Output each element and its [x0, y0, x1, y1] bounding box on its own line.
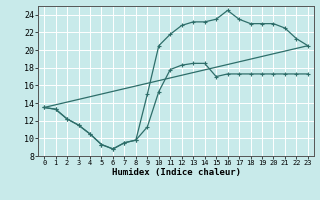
- X-axis label: Humidex (Indice chaleur): Humidex (Indice chaleur): [111, 168, 241, 177]
